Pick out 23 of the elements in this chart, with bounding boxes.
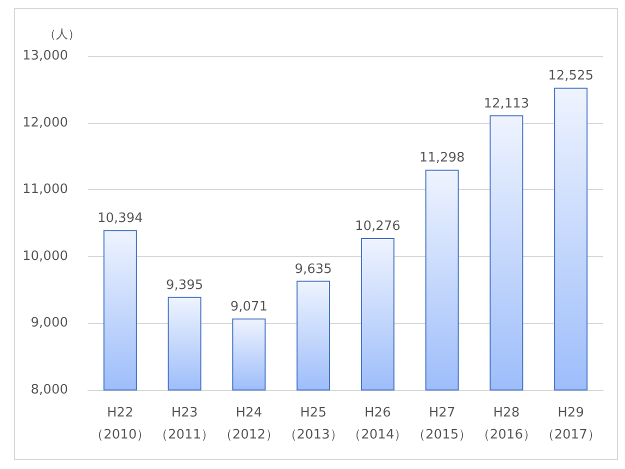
y-tick-label: 9,000 [30,316,68,331]
data-label: 9,635 [294,262,332,277]
data-label: 10,276 [354,218,400,234]
data-label: 12,525 [548,68,594,84]
data-label: 12,113 [484,96,530,112]
data-label: 10,394 [97,211,143,226]
data-label: 9,071 [230,299,268,314]
data-label: 9,395 [166,278,204,293]
x-tick-label: H22 （2010） [90,406,150,442]
y-tick-label: 10,000 [22,248,68,264]
x-tick-label: H29 （2017） [541,406,600,442]
x-tick-label: H27 （2015） [412,406,472,442]
x-tick-label: H24 （2012） [219,406,278,442]
y-tick-label: 13,000 [22,48,68,64]
x-tick-label: H25 （2013） [284,406,343,442]
y-axis-title: （人） [44,27,80,41]
x-tick-label: H28 （2016） [476,406,536,442]
y-tick-label: 8,000 [30,382,68,398]
y-tick-label: 11,000 [22,182,68,198]
data-label: 11,298 [419,150,465,166]
x-tick-label: H26 （2014） [348,406,408,442]
x-tick-label: H23 （2011） [155,406,214,442]
y-tick-label: 12,000 [22,115,68,130]
